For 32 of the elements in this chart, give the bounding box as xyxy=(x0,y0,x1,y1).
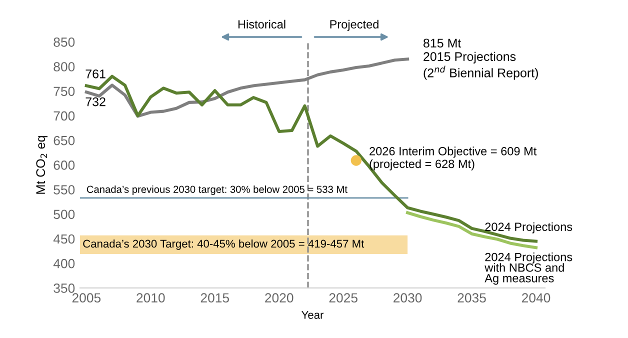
line-series xyxy=(84,58,410,118)
x-tick-label: 2015 xyxy=(200,293,229,303)
text: Projected xyxy=(330,20,378,31)
y-axis-title: Mt CO$_{2}$ eq xyxy=(36,136,48,194)
series-label: 2024 Projections xyxy=(485,222,572,234)
y-tick-label: 800 xyxy=(54,62,75,72)
x-tick-label: 2035 xyxy=(458,293,486,303)
y-tick-label: 650 xyxy=(54,136,75,146)
x-tick-label: 2010 xyxy=(136,293,165,303)
x-tick-label: 2020 xyxy=(265,293,294,303)
y-tick-label: 400 xyxy=(53,258,75,268)
annotation: 732 xyxy=(86,97,106,106)
y-tick-label: 850 xyxy=(54,37,75,47)
x-tick-label: 2025 xyxy=(329,293,358,303)
x-axis-title: Year xyxy=(302,311,324,319)
y-tick-label: 350 xyxy=(54,284,75,293)
annotation: 2026 Interim Objective = 609 Mt (projected = 628 Mt) xyxy=(370,146,537,170)
ref-line-label: Canada’s previous 2030 target: 30% below 2005 = 533 Mt xyxy=(86,186,348,195)
series-label: 2024 Projections with NBCS and Ag measures xyxy=(484,252,572,285)
y-tick-label: 700 xyxy=(54,111,75,121)
y-tick-label: 550 xyxy=(54,185,75,194)
y-tick-label: 600 xyxy=(54,160,75,170)
y-tick-label: 500 xyxy=(54,210,75,220)
y-tick-label: 450 xyxy=(53,234,75,244)
text: Historical xyxy=(238,20,286,29)
y-tick-label: 750 xyxy=(54,86,75,96)
x-tick-label: 2030 xyxy=(394,293,422,303)
series-label: 815 Mt 2015 Projections (2$^{nd}$ Biennial Report) xyxy=(424,38,538,80)
band-label: Canada’s 2030 Target: 40-45% below 2005 = 419-457 Mt xyxy=(83,239,364,250)
annotation: 761 xyxy=(86,69,106,78)
x-tick-label: 2005 xyxy=(72,293,101,303)
x-tick-label: 2040 xyxy=(522,293,550,303)
